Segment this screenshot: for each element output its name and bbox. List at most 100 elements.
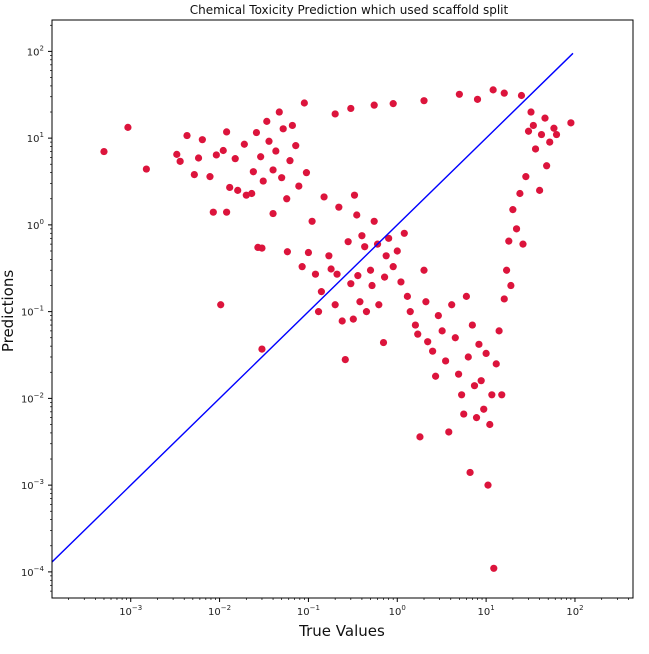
- data-point: [258, 345, 266, 353]
- data-point: [434, 312, 442, 320]
- data-point: [473, 95, 482, 103]
- data-point: [257, 153, 265, 161]
- data-point: [325, 252, 333, 260]
- data-point: [462, 292, 470, 300]
- data-point: [464, 353, 472, 361]
- data-point: [455, 90, 463, 98]
- data-point: [420, 97, 428, 105]
- data-point: [333, 270, 341, 278]
- data-point: [317, 288, 325, 296]
- data-point: [458, 391, 466, 399]
- data-point: [517, 91, 526, 100]
- data-point: [176, 157, 184, 165]
- data-point: [550, 124, 558, 132]
- data-point: [468, 321, 476, 329]
- data-point: [234, 186, 242, 194]
- data-point: [300, 99, 308, 107]
- data-point: [484, 481, 492, 489]
- data-point: [460, 410, 468, 418]
- data-point: [248, 189, 256, 198]
- data-point: [567, 119, 575, 127]
- data-point: [519, 240, 527, 248]
- data-point: [295, 182, 303, 190]
- data-point: [490, 564, 498, 572]
- data-point: [489, 86, 497, 94]
- data-point: [226, 183, 234, 192]
- data-point: [368, 281, 376, 290]
- data-point: [516, 189, 524, 198]
- data-point: [382, 252, 390, 260]
- data-point: [292, 142, 300, 150]
- data-point: [512, 225, 521, 233]
- data-point: [356, 298, 364, 306]
- data-point: [438, 327, 446, 335]
- data-point: [470, 382, 479, 390]
- data-point: [209, 208, 217, 216]
- data-point: [320, 193, 328, 201]
- data-point: [488, 391, 496, 399]
- data-point: [442, 357, 450, 365]
- data-point: [206, 173, 214, 181]
- data-point: [475, 340, 483, 348]
- data-point: [466, 468, 474, 477]
- data-point: [308, 217, 316, 225]
- data-point: [451, 334, 459, 342]
- data-point: [495, 327, 503, 335]
- data-point: [314, 308, 323, 316]
- data-point: [327, 265, 335, 273]
- data-point: [397, 278, 405, 286]
- data-point: [370, 217, 378, 225]
- data-point: [400, 229, 408, 237]
- data-point: [500, 89, 508, 97]
- data-point: [190, 170, 198, 179]
- data-point: [393, 247, 401, 255]
- data-point: [263, 117, 271, 125]
- data-point: [341, 355, 349, 364]
- data-point: [286, 157, 294, 165]
- data-point: [231, 155, 239, 163]
- data-point: [529, 121, 537, 130]
- data-point: [302, 169, 311, 177]
- data-point: [335, 203, 343, 211]
- data-point: [531, 145, 540, 153]
- data-point: [411, 321, 419, 329]
- data-point: [379, 338, 388, 347]
- data-point: [283, 248, 291, 256]
- data-point: [492, 360, 500, 368]
- data-point: [212, 151, 220, 159]
- data-point: [354, 272, 362, 280]
- data-point: [389, 100, 397, 108]
- data-point: [500, 295, 508, 303]
- data-point: [445, 428, 453, 436]
- data-point: [486, 420, 494, 429]
- data-point: [477, 377, 485, 385]
- plot-frame: [51, 19, 634, 599]
- data-point: [552, 130, 561, 139]
- data-point: [100, 147, 108, 156]
- data-point: [219, 146, 227, 155]
- data-point: [546, 138, 554, 146]
- data-point: [389, 263, 397, 271]
- y-axis-label: Predictions: [0, 270, 17, 353]
- data-point: [223, 128, 231, 136]
- chart-title: Chemical Toxicity Prediction which used …: [190, 3, 509, 17]
- data-point: [347, 280, 355, 288]
- data-point: [350, 191, 359, 199]
- data-point: [482, 349, 490, 357]
- data-point: [198, 136, 206, 144]
- data-point: [537, 130, 546, 139]
- data-point: [416, 433, 424, 441]
- data-point: [522, 173, 530, 181]
- data-point: [480, 405, 488, 413]
- data-point: [375, 301, 383, 309]
- data-point: [124, 123, 132, 131]
- data-point: [298, 263, 306, 271]
- data-point: [173, 150, 181, 158]
- data-point: [338, 317, 346, 325]
- data-point: [353, 211, 361, 219]
- data-point: [448, 301, 456, 309]
- data-point: [278, 174, 286, 182]
- data-point: [541, 114, 549, 122]
